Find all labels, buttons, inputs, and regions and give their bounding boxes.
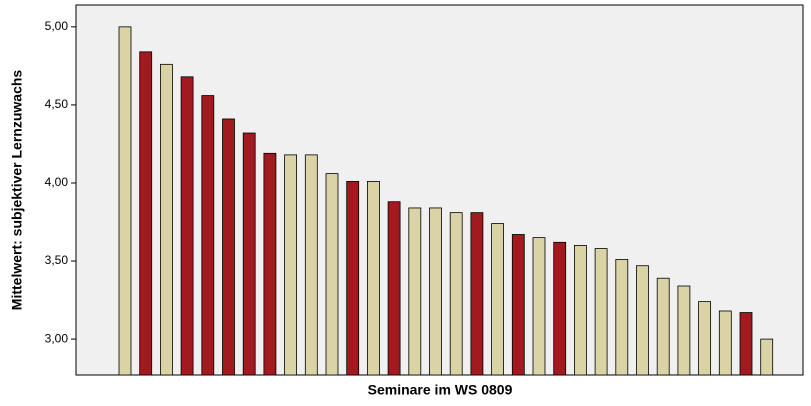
- bar: [325, 173, 339, 376]
- bar: [346, 181, 360, 376]
- bar: [408, 207, 422, 376]
- bar: [429, 207, 442, 376]
- y-tick-label: 3,50: [45, 253, 69, 267]
- bar: [180, 76, 194, 376]
- bar: [263, 152, 277, 376]
- bar: [491, 223, 505, 376]
- bar: [511, 234, 525, 376]
- bar: [304, 154, 318, 376]
- bar: [242, 132, 256, 376]
- bar: [366, 181, 380, 376]
- bar: [470, 212, 484, 376]
- bar: [284, 154, 298, 376]
- bar: [222, 118, 235, 376]
- bar: [118, 26, 132, 376]
- x-axis-title: Seminare im WS 0809: [368, 382, 513, 398]
- bar: [615, 259, 629, 376]
- bar: [159, 63, 173, 376]
- bar: [594, 248, 608, 376]
- bar: [636, 265, 649, 376]
- bar: [139, 51, 153, 376]
- bar: [760, 338, 774, 376]
- bar: [553, 241, 567, 376]
- y-axis-title: Mittelwert: subjektiver Lernzuwachs: [9, 70, 25, 311]
- bar: [201, 95, 215, 376]
- y-tick-label: 4,00: [45, 175, 69, 189]
- y-tick-label: 5,00: [45, 19, 69, 33]
- bar: [387, 201, 401, 376]
- bar: [677, 285, 691, 376]
- bar: [656, 277, 670, 376]
- bar: [574, 245, 587, 376]
- bar: [532, 237, 546, 376]
- bar: [698, 301, 711, 376]
- bar: [739, 312, 753, 376]
- y-tick-label: 4,50: [45, 97, 69, 111]
- bar: [718, 310, 732, 376]
- y-tick-label: 3,00: [45, 331, 69, 345]
- bar: [449, 212, 463, 376]
